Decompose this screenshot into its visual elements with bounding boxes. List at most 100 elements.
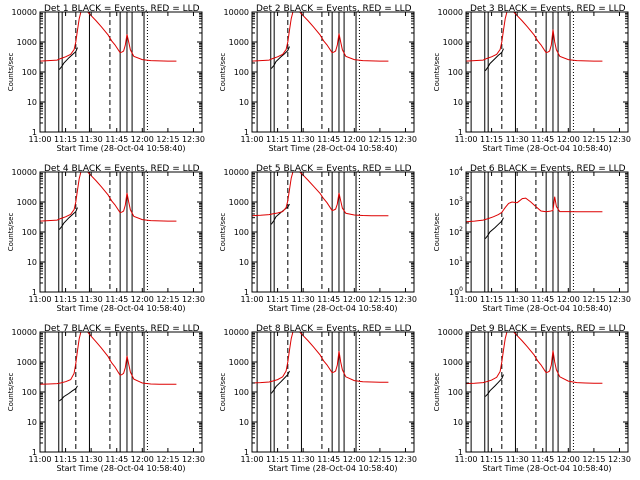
y-tick-label: 10	[239, 98, 249, 107]
x-tick-label: 11:45	[105, 295, 128, 304]
panel-title: Det 6 BLACK = Events, RED = LLD	[470, 164, 626, 174]
y-axis-label: Counts/sec	[7, 53, 15, 92]
x-tick-label: 12:00	[557, 455, 580, 464]
x-tick-label: 12:15	[368, 135, 391, 144]
y-axis-label: Counts/sec	[219, 53, 227, 92]
panel-det-3: 11:00 11:15 11:30 11:45 12:00 12:15 12:30 1 10 10…	[433, 4, 631, 153]
y-tick-label: 10000	[224, 8, 249, 17]
x-tick-label: 12:00	[131, 295, 154, 304]
x-tick-label: 12:00	[131, 455, 154, 464]
x-tick-label: 11:15	[54, 455, 77, 464]
x-tick-label: 11:15	[266, 135, 289, 144]
y-tick-label: 10	[453, 98, 463, 107]
lld-series-line	[466, 332, 603, 385]
events-series-line	[58, 385, 78, 402]
y-tick-label: 1	[32, 448, 37, 457]
y-tick-label: 1	[32, 288, 37, 297]
x-tick-label: 11:15	[480, 295, 503, 304]
panel-det-7: 11:00 11:15 11:30 11:45 12:00 12:15 12:30 1 10 10…	[7, 324, 205, 473]
y-tick-label: 100	[22, 68, 37, 77]
plot-frame	[465, 11, 629, 133]
y-axis-label: Counts/sec	[7, 373, 15, 412]
x-axis-label: Start Time (28-Oct-04 10:58:40)	[268, 144, 397, 153]
y-tick-exponent: 4	[459, 166, 463, 173]
x-tick-label: 11:45	[105, 135, 128, 144]
x-tick-label: 11:30	[80, 135, 103, 144]
y-tick-label: 100	[234, 388, 249, 397]
y-tick-base: 10	[449, 228, 459, 237]
x-tick-label: 12:30	[394, 135, 417, 144]
panel-title: Det 3 BLACK = Events, RED = LLD	[470, 4, 626, 14]
x-tick-label: 12:00	[557, 295, 580, 304]
lld-series-line	[252, 172, 389, 217]
panel-det-6: 11:00 11:15 11:30 11:45 12:00 12:15 12:3010010…	[433, 164, 631, 313]
x-tick-label: 11:45	[531, 455, 554, 464]
lld-series-line	[40, 12, 177, 62]
x-tick-label: 12:15	[582, 135, 605, 144]
x-axis-label: Start Time (28-Oct-04 10:58:40)	[56, 304, 185, 313]
x-tick-label: 11:45	[317, 455, 340, 464]
y-tick-label: 1000	[17, 358, 37, 367]
y-tick-label: 10000	[12, 8, 37, 17]
y-tick-exponent: 2	[459, 226, 463, 233]
y-tick-label: 10000	[438, 8, 463, 17]
x-tick-label: 12:00	[343, 295, 366, 304]
events-series-line	[270, 370, 290, 394]
y-tick-label: 100	[22, 388, 37, 397]
y-tick-label: 102	[449, 226, 463, 237]
plot-frame	[39, 171, 203, 293]
x-tick-label: 11:45	[105, 455, 128, 464]
y-tick-base: 10	[449, 288, 459, 297]
x-tick-label: 11:00	[454, 455, 477, 464]
x-axis-label: Start Time (28-Oct-04 10:58:40)	[482, 304, 611, 313]
panel-title: Det 5 BLACK = Events, RED = LLD	[256, 164, 412, 174]
events-series-line	[270, 46, 290, 69]
events-series-line	[484, 374, 504, 397]
y-tick-label: 1000	[17, 38, 37, 47]
y-axis-label: Counts/sec	[219, 373, 227, 412]
events-series-line	[484, 48, 504, 72]
y-tick-label: 1000	[443, 358, 463, 367]
lld-series-line	[466, 12, 603, 62]
x-tick-label: 12:30	[182, 295, 205, 304]
x-tick-label: 11:00	[240, 295, 263, 304]
x-tick-label: 12:00	[343, 455, 366, 464]
panel-det-8: 11:00 11:15 11:30 11:45 12:00 12:15 12:30 1 10 10…	[219, 324, 417, 473]
x-tick-label: 11:45	[317, 295, 340, 304]
x-tick-label: 11:45	[531, 295, 554, 304]
y-tick-exponent: 1	[459, 256, 463, 263]
x-axis-label: Start Time (28-Oct-04 10:58:40)	[268, 304, 397, 313]
y-tick-label: 10	[453, 418, 463, 427]
panel-title: Det 2 BLACK = Events, RED = LLD	[256, 4, 412, 14]
y-tick-label: 10000	[224, 168, 249, 177]
y-tick-label: 1	[244, 128, 249, 137]
x-tick-label: 12:30	[608, 455, 631, 464]
x-axis-label: Start Time (28-Oct-04 10:58:40)	[268, 464, 397, 473]
y-axis-label: Counts/sec	[7, 213, 15, 252]
x-tick-label: 12:15	[156, 295, 179, 304]
x-tick-label: 12:30	[608, 295, 631, 304]
panel-title: Det 1 BLACK = Events, RED = LLD	[44, 4, 200, 14]
plot-frame	[39, 11, 203, 133]
lld-series-line	[252, 12, 389, 62]
y-tick-label: 103	[449, 196, 463, 207]
x-tick-label: 11:30	[506, 455, 529, 464]
y-tick-label: 10	[27, 418, 37, 427]
x-axis-label: Start Time (28-Oct-04 10:58:40)	[56, 464, 185, 473]
x-tick-label: 12:00	[343, 135, 366, 144]
y-tick-label: 10000	[438, 328, 463, 337]
y-tick-label: 10000	[12, 168, 37, 177]
events-series-line	[58, 207, 78, 230]
x-tick-label: 12:30	[182, 135, 205, 144]
x-tick-label: 11:00	[28, 295, 51, 304]
panel-det-2: 11:00 11:15 11:30 11:45 12:00 12:15 12:30 1 10 10…	[219, 4, 417, 153]
x-tick-label: 11:30	[292, 455, 315, 464]
y-tick-label: 100	[448, 388, 463, 397]
x-tick-label: 12:00	[131, 135, 154, 144]
plot-frame	[251, 171, 415, 293]
y-tick-label: 1	[244, 288, 249, 297]
y-tick-label: 10000	[224, 328, 249, 337]
x-tick-label: 11:15	[54, 135, 77, 144]
y-axis-label: Counts/sec	[433, 53, 441, 92]
x-tick-label: 11:00	[28, 135, 51, 144]
